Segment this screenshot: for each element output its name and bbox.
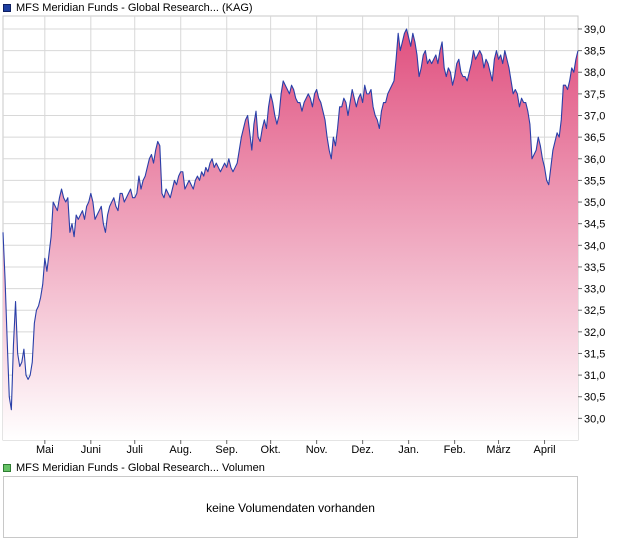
x-tick-label: Sep. [215,444,238,456]
price-line [2,28,579,411]
y-tick-label: 33,0 [584,284,605,296]
legend-volume-swatch-icon [3,464,11,472]
price-area [3,28,578,440]
x-tick-label: Mai [36,444,54,456]
y-tick-label: 39,0 [584,24,605,36]
y-tick-label: 31,0 [584,370,605,382]
volume-message: keine Volumendaten vorhanden [206,501,375,515]
legend-main: MFS Meridian Funds - Global Research... … [3,1,253,15]
legend-volume: MFS Meridian Funds - Global Research... … [3,461,265,475]
x-tick-label: April [534,444,556,456]
y-tick-label: 36,0 [584,154,605,166]
y-tick-label: 38,0 [584,67,605,79]
y-tick-label: 38,5 [584,46,605,58]
y-tick-label: 35,0 [584,197,605,209]
x-tick-label: Jan. [398,444,419,456]
x-tick-label: Juli [126,444,143,456]
y-tick-label: 32,0 [584,327,605,339]
x-tick-label: Juni [81,444,101,456]
y-tick-label: 37,5 [584,89,605,101]
price-chart: 30,0 30,5 31,0 31,5 32,0 32,5 33,0 33,5 34,0 34,5… [2,15,605,456]
y-tick-label: 30,5 [584,392,605,404]
volume-panel: keine Volumendaten vorhanden [3,476,578,538]
y-tick-label: 31,5 [584,348,605,360]
y-tick-label: 30,0 [584,413,605,425]
y-tick-label: 36,5 [584,132,605,144]
y-tick-label: 35,5 [584,175,605,187]
y-axis: 30,0 30,5 31,0 31,5 32,0 32,5 33,0 33,5 34,0 34,5… [578,24,605,425]
x-tick-label: Dez. [351,444,374,456]
x-tick-label: Nov. [306,444,328,456]
legend-swatch-icon [3,4,11,12]
x-tick-label: Feb. [444,444,466,456]
y-tick-label: 34,5 [584,219,605,231]
y-tick-label: 32,5 [584,305,605,317]
y-tick-label: 37,0 [584,111,605,123]
x-axis: Mai Juni Juli Aug. Sep. Okt. Nov. Dez. Jan. Feb. M… [36,440,556,456]
legend-main-label: MFS Meridian Funds - Global Research... … [16,2,253,14]
x-tick-label: Okt. [261,444,281,456]
x-tick-label: Aug. [169,444,192,456]
y-tick-label: 33,5 [584,262,605,274]
legend-volume-label: MFS Meridian Funds - Global Research... … [16,462,265,474]
y-tick-label: 34,0 [584,240,605,252]
x-tick-label: März [486,444,510,456]
